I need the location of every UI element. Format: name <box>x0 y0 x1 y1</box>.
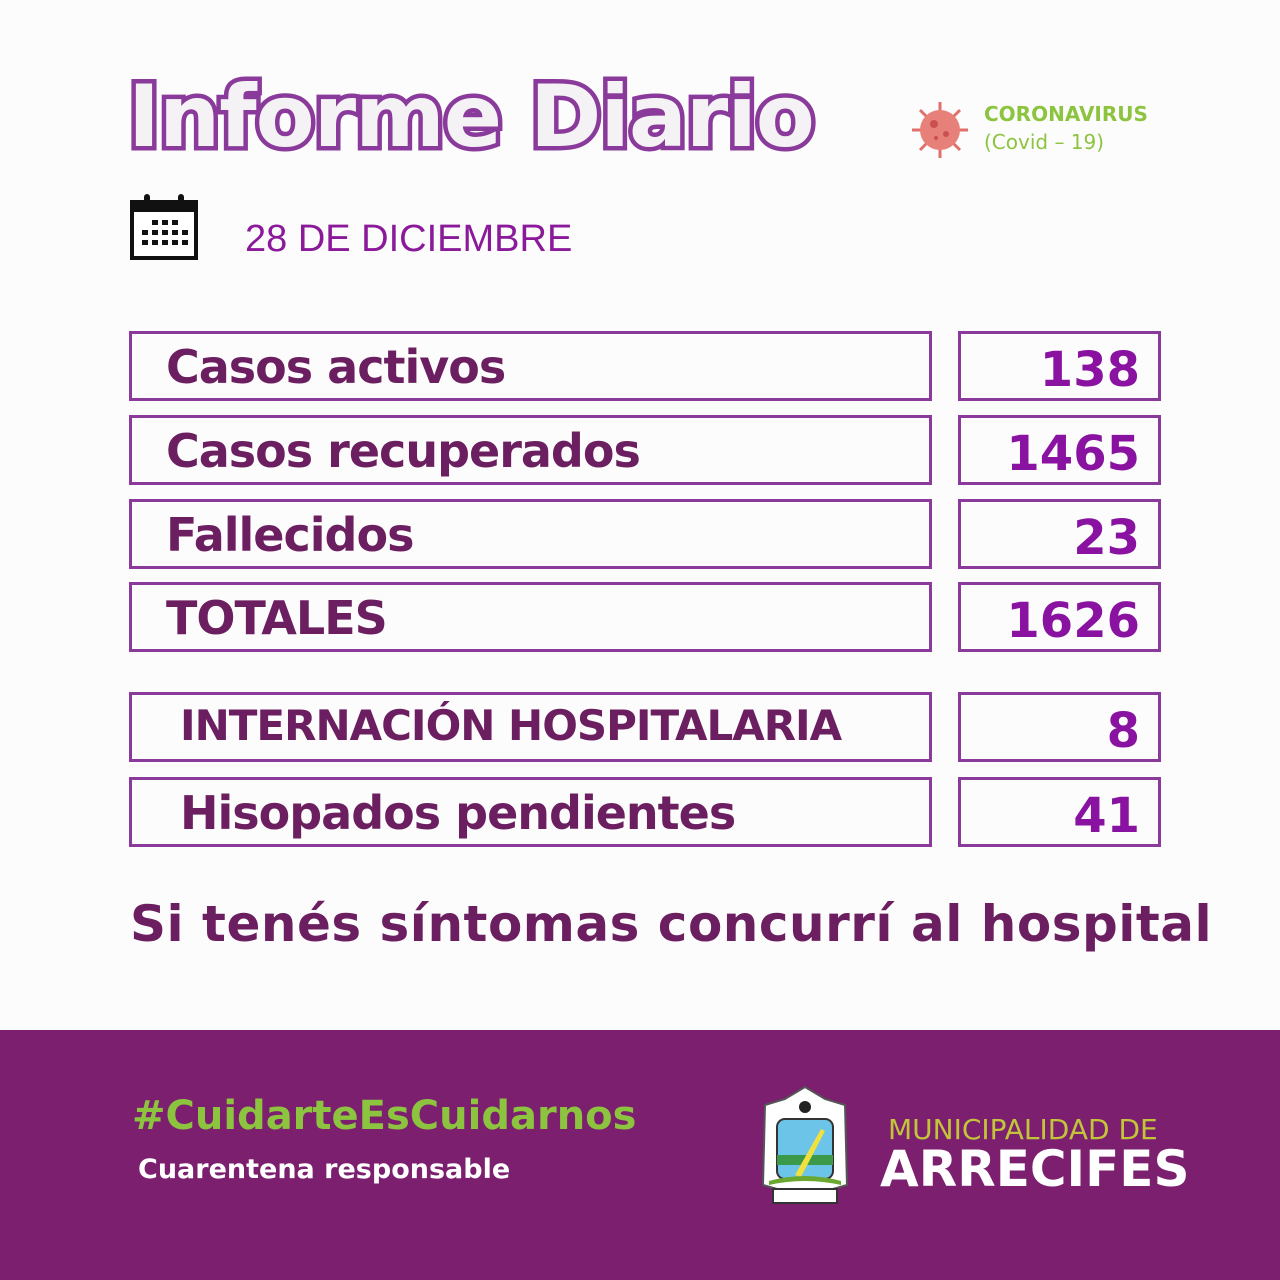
stat-value-box: 41 <box>958 777 1161 847</box>
call-to-action: Si tenés síntomas concurrí al hospital <box>130 895 1213 953</box>
stat-value: 8 <box>1106 703 1140 759</box>
coronavirus-icon <box>912 102 968 158</box>
coronavirus-label: CORONAVIRUS <box>984 102 1148 126</box>
stat-value: 41 <box>1073 788 1140 844</box>
stat-label: Hisopados pendientes <box>180 786 736 840</box>
stat-row-active: Casos activos <box>129 331 932 401</box>
stat-row-deceased: Fallecidos <box>129 499 932 569</box>
stat-label: INTERNACIÓN HOSPITALARIA <box>180 701 842 750</box>
covid-label: (Covid – 19) <box>984 130 1105 154</box>
stat-value: 23 <box>1073 510 1140 566</box>
stat-label: Casos activos <box>166 340 506 394</box>
stat-value-box: 8 <box>958 692 1161 762</box>
stat-label: TOTALES <box>166 591 388 645</box>
calendar-icon <box>130 194 198 260</box>
stat-value-box: 138 <box>958 331 1161 401</box>
stat-row-hospitalized: INTERNACIÓN HOSPITALARIA <box>129 692 932 762</box>
stat-label: Fallecidos <box>166 508 414 562</box>
stat-value-box: 1465 <box>958 415 1161 485</box>
report-date: 28 DE DICIEMBRE <box>245 218 573 260</box>
footer <box>0 1030 1280 1280</box>
municipality-name: ARRECIFES <box>880 1140 1190 1198</box>
stat-value: 1465 <box>1006 426 1140 482</box>
stat-row-totals: TOTALES <box>129 582 932 652</box>
footer-subtitle: Cuarentena responsable <box>138 1154 511 1185</box>
stat-value-box: 23 <box>958 499 1161 569</box>
stat-row-recovered: Casos recuperados <box>129 415 932 485</box>
stat-value-box: 1626 <box>958 582 1161 652</box>
stat-label: Casos recuperados <box>166 424 641 478</box>
stat-value: 138 <box>1039 342 1140 398</box>
stat-value: 1626 <box>1006 593 1140 649</box>
arrecifes-crest-logo <box>761 1085 849 1204</box>
stat-row-pending-swabs: Hisopados pendientes <box>129 777 932 847</box>
municipality-label: MUNICIPALIDAD DE <box>888 1113 1158 1146</box>
page-title: Informe Diario <box>124 67 820 167</box>
hashtag: #CuidarteEsCuidarnos <box>132 1093 637 1139</box>
